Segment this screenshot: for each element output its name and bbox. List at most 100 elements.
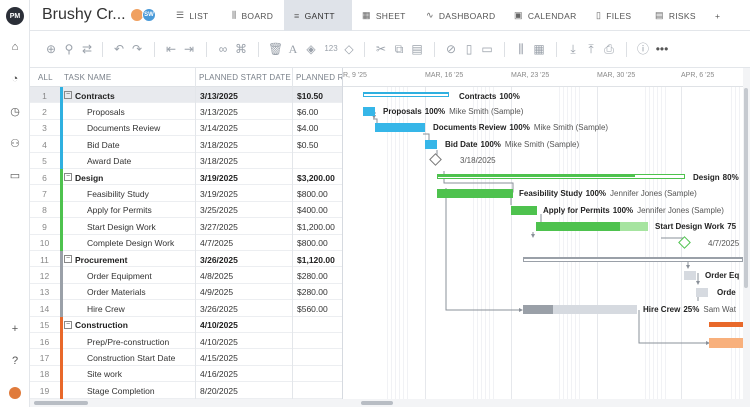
table-row[interactable]: 13 Order Materials 4/9/2025 $280.00 bbox=[30, 283, 342, 301]
task-name-cell[interactable]: Hire Crew bbox=[87, 303, 125, 314]
start-date-cell[interactable]: 8/20/2025 bbox=[200, 385, 238, 396]
planned-resource-cell[interactable]: $1,200.00 bbox=[297, 221, 335, 232]
task-name-cell[interactable]: Construction bbox=[75, 320, 128, 331]
planned-resource-cell[interactable]: $1,120.00 bbox=[297, 254, 335, 265]
planned-resource-cell[interactable]: $280.00 bbox=[297, 287, 328, 298]
table-row[interactable]: 9 Start Design Work 3/27/2025 $1,200.00 bbox=[30, 218, 342, 235]
home-icon[interactable]: ⌂ bbox=[11, 41, 19, 53]
planned-resource-cell[interactable]: $400.00 bbox=[297, 205, 328, 216]
start-date-cell[interactable]: 4/8/2025 bbox=[200, 270, 234, 281]
planned-resource-cell[interactable]: $800.00 bbox=[297, 238, 328, 249]
import-icon[interactable]: ⤓ bbox=[570, 42, 576, 56]
gantt-bar[interactable] bbox=[425, 140, 437, 149]
table-row[interactable]: 16 Prep/Pre-construction 4/10/2025 bbox=[30, 333, 342, 350]
planned-resource-cell[interactable]: $560.00 bbox=[297, 303, 328, 314]
table-row[interactable]: 17 Construction Start Date 4/15/2025 bbox=[30, 349, 342, 366]
table-row[interactable]: 4 Bid Date 3/18/2025 $0.50 bbox=[30, 136, 342, 153]
info-icon[interactable]: ⓘ bbox=[636, 42, 649, 56]
swap-icon[interactable]: ⇄ bbox=[81, 42, 93, 56]
add-task-icon[interactable]: ⊕ bbox=[45, 42, 57, 56]
start-date-cell[interactable]: 3/19/2025 bbox=[200, 188, 238, 199]
undo-icon[interactable]: ↶ bbox=[113, 42, 125, 56]
planned-resource-cell[interactable]: $4.00 bbox=[297, 123, 319, 134]
print-icon[interactable]: ⎙ bbox=[604, 42, 614, 56]
start-date-cell[interactable]: 4/10/2025 bbox=[200, 320, 238, 331]
table-row[interactable]: 18 Site work 4/16/2025 bbox=[30, 365, 342, 383]
columns-icon[interactable]: ⫼ bbox=[518, 42, 524, 56]
notes-icon[interactable]: ▯ bbox=[465, 42, 473, 56]
table-row[interactable]: 15 − Construction 4/10/2025 bbox=[30, 316, 342, 333]
col-planned-resource[interactable]: PLANNED RE bbox=[296, 73, 343, 82]
zoom-value[interactable]: 123 bbox=[324, 44, 338, 53]
task-name-cell[interactable]: Prep/Pre-construction bbox=[87, 336, 170, 347]
table-row[interactable]: 1 − Contracts 3/13/2025 $10.50 bbox=[30, 87, 342, 104]
col-task-name[interactable]: TASK NAME bbox=[64, 73, 112, 82]
table-row[interactable]: 3 Documents Review 3/14/2025 $4.00 bbox=[30, 119, 342, 137]
paste-icon[interactable]: ▤ bbox=[411, 42, 423, 56]
col-all[interactable]: ALL bbox=[38, 73, 53, 82]
start-date-cell[interactable]: 3/18/2025 bbox=[200, 139, 238, 150]
gantt-bar[interactable] bbox=[696, 288, 708, 297]
task-name-cell[interactable]: Construction Start Date bbox=[87, 352, 176, 363]
outdent-icon[interactable]: ⇤ bbox=[165, 42, 177, 56]
add-user-icon[interactable]: ⚲ bbox=[64, 42, 74, 56]
task-name-cell[interactable]: Design bbox=[75, 172, 104, 183]
tab-dashboard[interactable]: ∿ DASHBOARD bbox=[416, 0, 504, 31]
attach-icon[interactable]: ⊘ bbox=[445, 42, 457, 56]
start-date-cell[interactable]: 4/15/2025 bbox=[200, 352, 238, 363]
vertical-scrollbar[interactable] bbox=[743, 68, 750, 399]
start-date-cell[interactable]: 3/26/2025 bbox=[200, 303, 238, 314]
portfolio-icon[interactable]: ▭ bbox=[9, 169, 21, 182]
table-icon[interactable]: ▦ bbox=[533, 42, 545, 56]
milestone-icon[interactable]: ◇ bbox=[344, 42, 354, 56]
start-date-cell[interactable]: 3/13/2025 bbox=[200, 90, 238, 101]
comment-icon[interactable]: ▭ bbox=[481, 42, 493, 56]
copy-icon[interactable]: ⧉ bbox=[394, 42, 404, 56]
unlink-icon[interactable]: ⌘ bbox=[235, 42, 247, 56]
task-name-cell[interactable]: Award Date bbox=[87, 156, 132, 167]
task-name-cell[interactable]: Complete Design Work bbox=[87, 238, 175, 249]
table-row[interactable]: 11 − Procurement 3/26/2025 $1,120.00 bbox=[30, 251, 342, 268]
planned-resource-cell[interactable]: $800.00 bbox=[297, 188, 328, 199]
user-avatar[interactable] bbox=[0, 384, 30, 402]
tab-gantt[interactable]: ≡ GANTT bbox=[284, 0, 352, 31]
team-icon[interactable]: ⚇ bbox=[10, 137, 20, 150]
fill-color-icon[interactable]: ◈ bbox=[306, 42, 316, 56]
planned-resource-cell[interactable]: $10.50 bbox=[297, 90, 323, 101]
table-row[interactable]: 5 Award Date 3/18/2025 bbox=[30, 152, 342, 169]
text-format-icon[interactable]: A bbox=[288, 42, 298, 56]
table-row[interactable]: 8 Apply for Permits 3/25/2025 $400.00 bbox=[30, 201, 342, 219]
tab-board[interactable]: ⫼ BOARD bbox=[222, 0, 284, 31]
table-row[interactable]: 2 Proposals 3/13/2025 $6.00 bbox=[30, 103, 342, 120]
gantt-bar-summary[interactable] bbox=[709, 322, 750, 327]
start-date-cell[interactable]: 3/27/2025 bbox=[200, 221, 238, 232]
task-name-cell[interactable]: Feasibility Study bbox=[87, 188, 149, 199]
start-date-cell[interactable]: 3/19/2025 bbox=[200, 172, 238, 183]
planned-resource-cell[interactable]: $3,200.00 bbox=[297, 172, 335, 183]
task-name-cell[interactable]: Proposals bbox=[87, 106, 125, 117]
redo-icon[interactable]: ↷ bbox=[131, 42, 143, 56]
start-date-cell[interactable]: 4/7/2025 bbox=[200, 238, 234, 249]
tab-list[interactable]: ☰ LIST bbox=[166, 0, 222, 31]
tab-risks[interactable]: ▤ RISKS bbox=[645, 0, 705, 31]
task-name-cell[interactable]: Contracts bbox=[75, 90, 115, 101]
gantt-bar[interactable] bbox=[684, 271, 696, 280]
notifications-icon[interactable]: ◔ bbox=[11, 73, 19, 85]
start-date-cell[interactable]: 3/14/2025 bbox=[200, 123, 238, 134]
start-date-cell[interactable]: 4/16/2025 bbox=[200, 369, 238, 380]
link-icon[interactable]: ∞ bbox=[218, 42, 228, 56]
collapse-toggle-icon[interactable]: − bbox=[64, 173, 72, 181]
task-name-cell[interactable]: Order Materials bbox=[87, 287, 146, 298]
avatar[interactable]: SW bbox=[142, 8, 156, 22]
collapse-toggle-icon[interactable]: − bbox=[64, 320, 72, 329]
tab-calendar[interactable]: ▣ CALENDAR bbox=[504, 0, 586, 31]
task-name-cell[interactable]: Apply for Permits bbox=[87, 205, 152, 216]
table-row[interactable]: 10 Complete Design Work 4/7/2025 $800.00 bbox=[30, 234, 342, 251]
col-planned-start[interactable]: PLANNED START DATE bbox=[199, 73, 291, 82]
add-project-icon[interactable]: + bbox=[11, 323, 19, 335]
start-date-cell[interactable]: 3/26/2025 bbox=[200, 254, 238, 265]
start-date-cell[interactable]: 3/25/2025 bbox=[200, 205, 238, 216]
cut-icon[interactable]: ✂ bbox=[375, 42, 387, 56]
gantt-bar[interactable] bbox=[363, 107, 375, 116]
add-view-button[interactable]: + bbox=[705, 0, 733, 31]
